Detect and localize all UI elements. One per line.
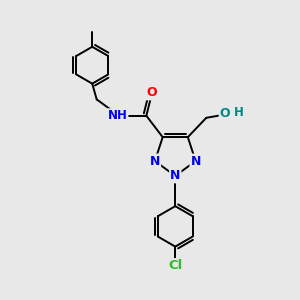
Text: N: N bbox=[190, 154, 201, 168]
Text: N: N bbox=[150, 154, 160, 168]
Text: NH: NH bbox=[108, 109, 127, 122]
Text: O: O bbox=[146, 86, 157, 99]
Text: N: N bbox=[170, 169, 181, 182]
Text: H: H bbox=[234, 106, 244, 119]
Text: O: O bbox=[220, 107, 230, 120]
Text: Cl: Cl bbox=[168, 259, 182, 272]
